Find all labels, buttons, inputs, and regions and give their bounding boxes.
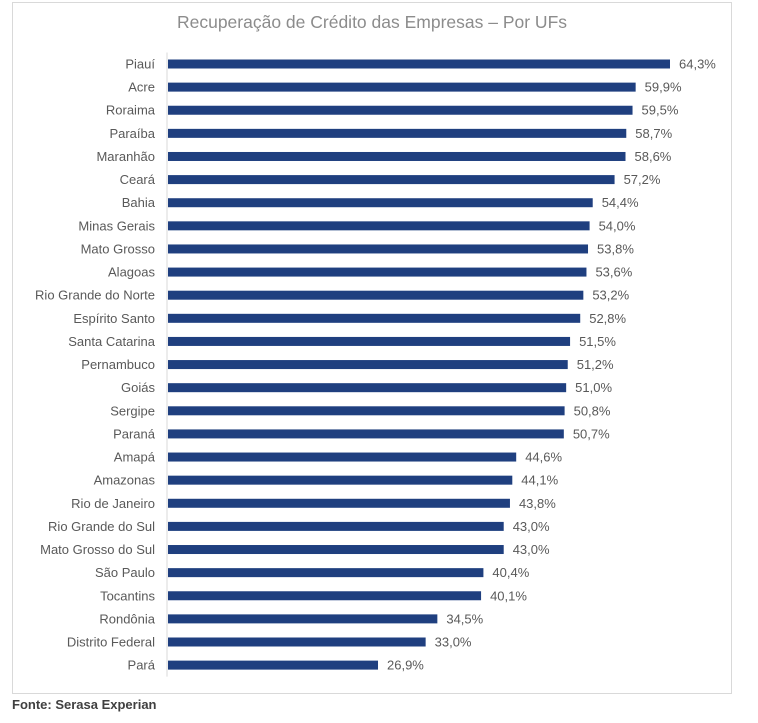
value-label: 51,2%	[577, 357, 614, 372]
bar	[168, 475, 513, 485]
value-label: 53,6%	[595, 265, 632, 280]
value-label: 43,8%	[519, 496, 556, 511]
category-label: Maranhão	[96, 149, 155, 164]
value-label: 50,7%	[573, 426, 610, 441]
category-label: Acre	[128, 80, 155, 95]
category-label: Bahia	[122, 195, 156, 210]
bar	[168, 637, 426, 647]
chart-title: Recuperação de Crédito das Empresas – Po…	[177, 12, 567, 32]
value-label: 51,5%	[579, 334, 616, 349]
category-label: Roraima	[106, 103, 156, 118]
category-label: Paraíba	[109, 126, 155, 141]
bar	[168, 591, 482, 601]
category-label: Paraná	[113, 426, 156, 441]
value-label: 34,5%	[446, 611, 483, 626]
category-label: Tocantins	[100, 588, 155, 603]
value-label: 40,1%	[490, 588, 527, 603]
category-label: Amazonas	[94, 473, 156, 488]
bar	[168, 244, 589, 254]
category-label: Rio de Janeiro	[71, 496, 155, 511]
bar	[168, 313, 581, 323]
bar	[168, 336, 571, 346]
bars-group	[168, 59, 670, 670]
value-label: 53,2%	[592, 288, 629, 303]
bar	[168, 498, 510, 508]
value-label: 44,6%	[525, 450, 562, 465]
bar	[168, 267, 587, 277]
bar	[168, 82, 636, 92]
bar	[168, 614, 438, 624]
bar	[168, 545, 504, 555]
value-label: 59,5%	[642, 103, 679, 118]
source-note: Fonte: Serasa Experian	[12, 697, 157, 712]
category-label: Piauí	[125, 57, 155, 72]
chart-frame	[12, 2, 732, 694]
bar	[168, 568, 484, 578]
category-label: Pará	[128, 658, 156, 673]
value-label: 59,9%	[645, 80, 682, 95]
value-label: 52,8%	[589, 311, 626, 326]
value-label: 44,1%	[521, 473, 558, 488]
value-label: 51,0%	[575, 380, 612, 395]
category-label: Goiás	[121, 380, 155, 395]
category-label: Rio Grande do Sul	[48, 519, 155, 534]
category-label: Rondônia	[99, 611, 155, 626]
bar	[168, 521, 504, 531]
value-label: 54,0%	[599, 218, 636, 233]
bar	[168, 360, 568, 370]
value-label: 50,8%	[574, 403, 611, 418]
bar	[168, 290, 584, 300]
bar	[168, 105, 633, 115]
value-label: 43,0%	[513, 542, 550, 557]
value-label: 53,8%	[597, 241, 634, 256]
category-label: São Paulo	[95, 565, 155, 580]
value-label: 58,7%	[635, 126, 672, 141]
bar	[168, 128, 627, 138]
category-label: Espírito Santo	[73, 311, 155, 326]
bar	[168, 221, 590, 231]
value-label: 33,0%	[435, 635, 472, 650]
value-label: 57,2%	[624, 172, 661, 187]
category-label: Amapá	[114, 450, 156, 465]
category-label: Ceará	[120, 172, 156, 187]
category-label: Rio Grande do Norte	[35, 288, 155, 303]
category-label: Alagoas	[108, 265, 155, 280]
bar	[168, 429, 564, 439]
bar	[168, 151, 626, 161]
category-label: Santa Catarina	[68, 334, 155, 349]
value-label: 43,0%	[513, 519, 550, 534]
value-label: 54,4%	[602, 195, 639, 210]
value-label: 64,3%	[679, 57, 716, 72]
bar	[168, 406, 565, 416]
value-label: 40,4%	[492, 565, 529, 580]
category-label: Minas Gerais	[78, 218, 155, 233]
category-label: Mato Grosso do Sul	[40, 542, 155, 557]
bar	[168, 198, 593, 208]
category-label: Pernambuco	[81, 357, 155, 372]
value-label: 58,6%	[635, 149, 672, 164]
bar	[168, 452, 517, 462]
category-label: Mato Grosso	[81, 241, 155, 256]
value-label: 26,9%	[387, 658, 424, 673]
category-label: Distrito Federal	[67, 635, 155, 650]
bar	[168, 59, 670, 69]
bar	[168, 175, 615, 185]
value-labels: 64,3% 59,9% 59,5% 58,7% 58,6% 57,2% 54,4% 54,0%…	[387, 57, 716, 673]
bar	[168, 383, 567, 393]
category-labels: Piauí Acre Roraima Paraíba Maranhão Ceará Bahi…	[35, 57, 156, 673]
category-label: Sergipe	[110, 403, 155, 418]
bar	[168, 660, 379, 670]
